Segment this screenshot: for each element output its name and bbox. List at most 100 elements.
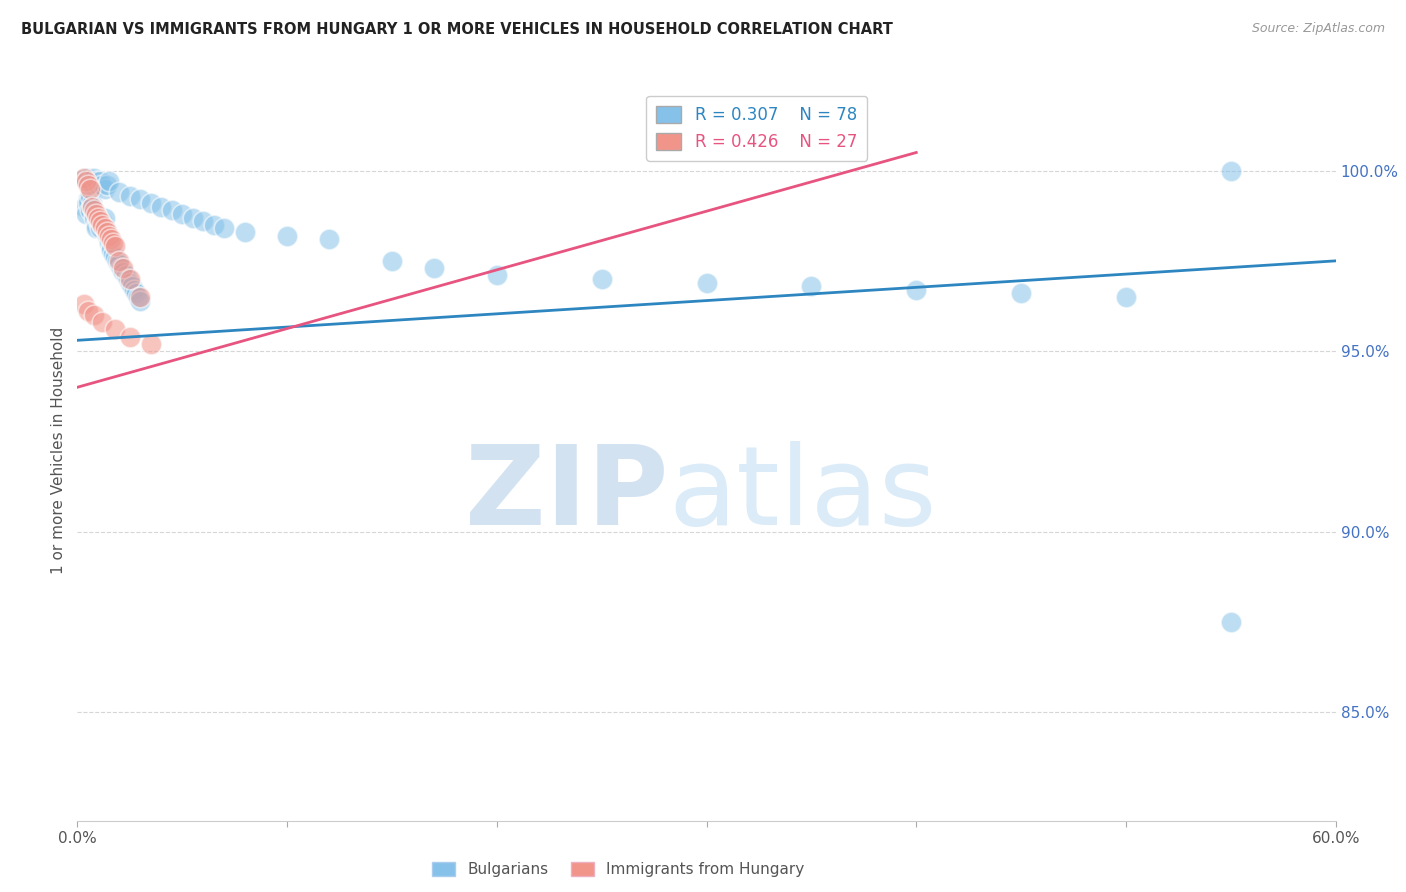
Point — [84, 207, 107, 221]
Legend: Bulgarians, Immigrants from Hungary: Bulgarians, Immigrants from Hungary — [426, 856, 811, 883]
Point — [97, 235, 120, 250]
Text: atlas: atlas — [669, 442, 938, 549]
Point — [93, 221, 115, 235]
Point — [91, 315, 114, 329]
Point — [1115, 290, 1137, 304]
Point — [112, 265, 135, 279]
Point — [485, 268, 508, 283]
Point — [121, 279, 143, 293]
Point — [108, 257, 131, 271]
Point — [1010, 286, 1032, 301]
Point — [118, 276, 141, 290]
Point — [591, 272, 613, 286]
Point — [191, 214, 215, 228]
Point — [100, 243, 122, 257]
Point — [91, 214, 114, 228]
Point — [87, 214, 110, 228]
Point — [129, 290, 152, 304]
Point — [79, 181, 101, 195]
Point — [84, 221, 107, 235]
Point — [100, 239, 122, 253]
Point — [108, 253, 131, 268]
Point — [72, 170, 94, 185]
Point — [381, 253, 404, 268]
Point — [110, 261, 132, 276]
Point — [104, 239, 127, 253]
Point — [104, 322, 127, 336]
Text: ZIP: ZIP — [465, 442, 669, 549]
Point — [118, 272, 141, 286]
Point — [181, 211, 204, 225]
Point — [80, 200, 103, 214]
Point — [83, 207, 105, 221]
Point — [139, 337, 162, 351]
Point — [76, 170, 98, 185]
Point — [89, 221, 111, 235]
Point — [318, 232, 340, 246]
Point — [100, 232, 122, 246]
Point — [96, 178, 118, 192]
Point — [233, 225, 256, 239]
Point — [83, 203, 105, 218]
Point — [114, 268, 136, 283]
Point — [212, 221, 235, 235]
Point — [276, 228, 298, 243]
Point — [129, 193, 152, 207]
Point — [118, 189, 141, 203]
Point — [79, 203, 101, 218]
Point — [105, 253, 128, 268]
Point — [118, 329, 141, 343]
Point — [696, 276, 718, 290]
Point — [101, 246, 124, 260]
Point — [104, 250, 127, 264]
Point — [91, 178, 114, 192]
Point — [83, 170, 105, 185]
Point — [83, 211, 105, 225]
Point — [97, 228, 120, 243]
Text: Source: ZipAtlas.com: Source: ZipAtlas.com — [1251, 22, 1385, 36]
Point — [72, 297, 94, 311]
Point — [75, 174, 97, 188]
Point — [89, 218, 111, 232]
Point — [84, 174, 107, 188]
Point — [75, 207, 97, 221]
Point — [112, 261, 135, 276]
Point — [84, 218, 107, 232]
Point — [76, 178, 98, 192]
Point — [87, 178, 110, 192]
Point — [75, 174, 97, 188]
Point — [76, 196, 98, 211]
Point — [93, 221, 115, 235]
Point — [202, 218, 225, 232]
Point — [800, 279, 823, 293]
Point — [101, 235, 124, 250]
Point — [93, 181, 115, 195]
Point — [96, 225, 118, 239]
Point — [72, 200, 94, 214]
Y-axis label: 1 or more Vehicles in Household: 1 or more Vehicles in Household — [51, 326, 66, 574]
Point — [91, 218, 114, 232]
Point — [108, 186, 131, 200]
Point — [80, 178, 103, 192]
Point — [91, 218, 114, 232]
Text: BULGARIAN VS IMMIGRANTS FROM HUNGARY 1 OR MORE VEHICLES IN HOUSEHOLD CORRELATION: BULGARIAN VS IMMIGRANTS FROM HUNGARY 1 O… — [21, 22, 893, 37]
Point — [127, 290, 149, 304]
Point — [89, 214, 111, 228]
Point — [76, 193, 98, 207]
Point — [139, 196, 162, 211]
Point — [97, 232, 120, 246]
Point — [89, 174, 111, 188]
Point — [87, 211, 110, 225]
Point — [83, 308, 105, 322]
Point — [117, 272, 139, 286]
Point — [160, 203, 183, 218]
Point — [80, 196, 103, 211]
Point — [79, 174, 101, 188]
Point — [72, 170, 94, 185]
Point — [79, 189, 101, 203]
Point — [80, 200, 103, 214]
Point — [125, 286, 148, 301]
Point — [96, 225, 118, 239]
Point — [150, 200, 173, 214]
Point — [129, 293, 152, 308]
